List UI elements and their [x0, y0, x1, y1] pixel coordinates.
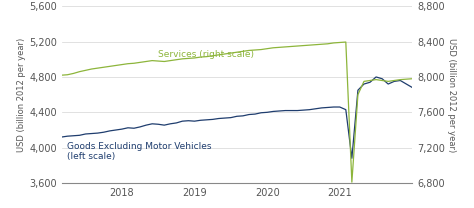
Text: Services (right scale): Services (right scale)	[158, 50, 254, 59]
Y-axis label: USD (billion 2012 per year): USD (billion 2012 per year)	[17, 37, 26, 152]
Y-axis label: USD (billion 2012 per year): USD (billion 2012 per year)	[447, 37, 456, 152]
Text: Goods Excluding Motor Vehicles
(left scale): Goods Excluding Motor Vehicles (left sca…	[67, 142, 212, 161]
